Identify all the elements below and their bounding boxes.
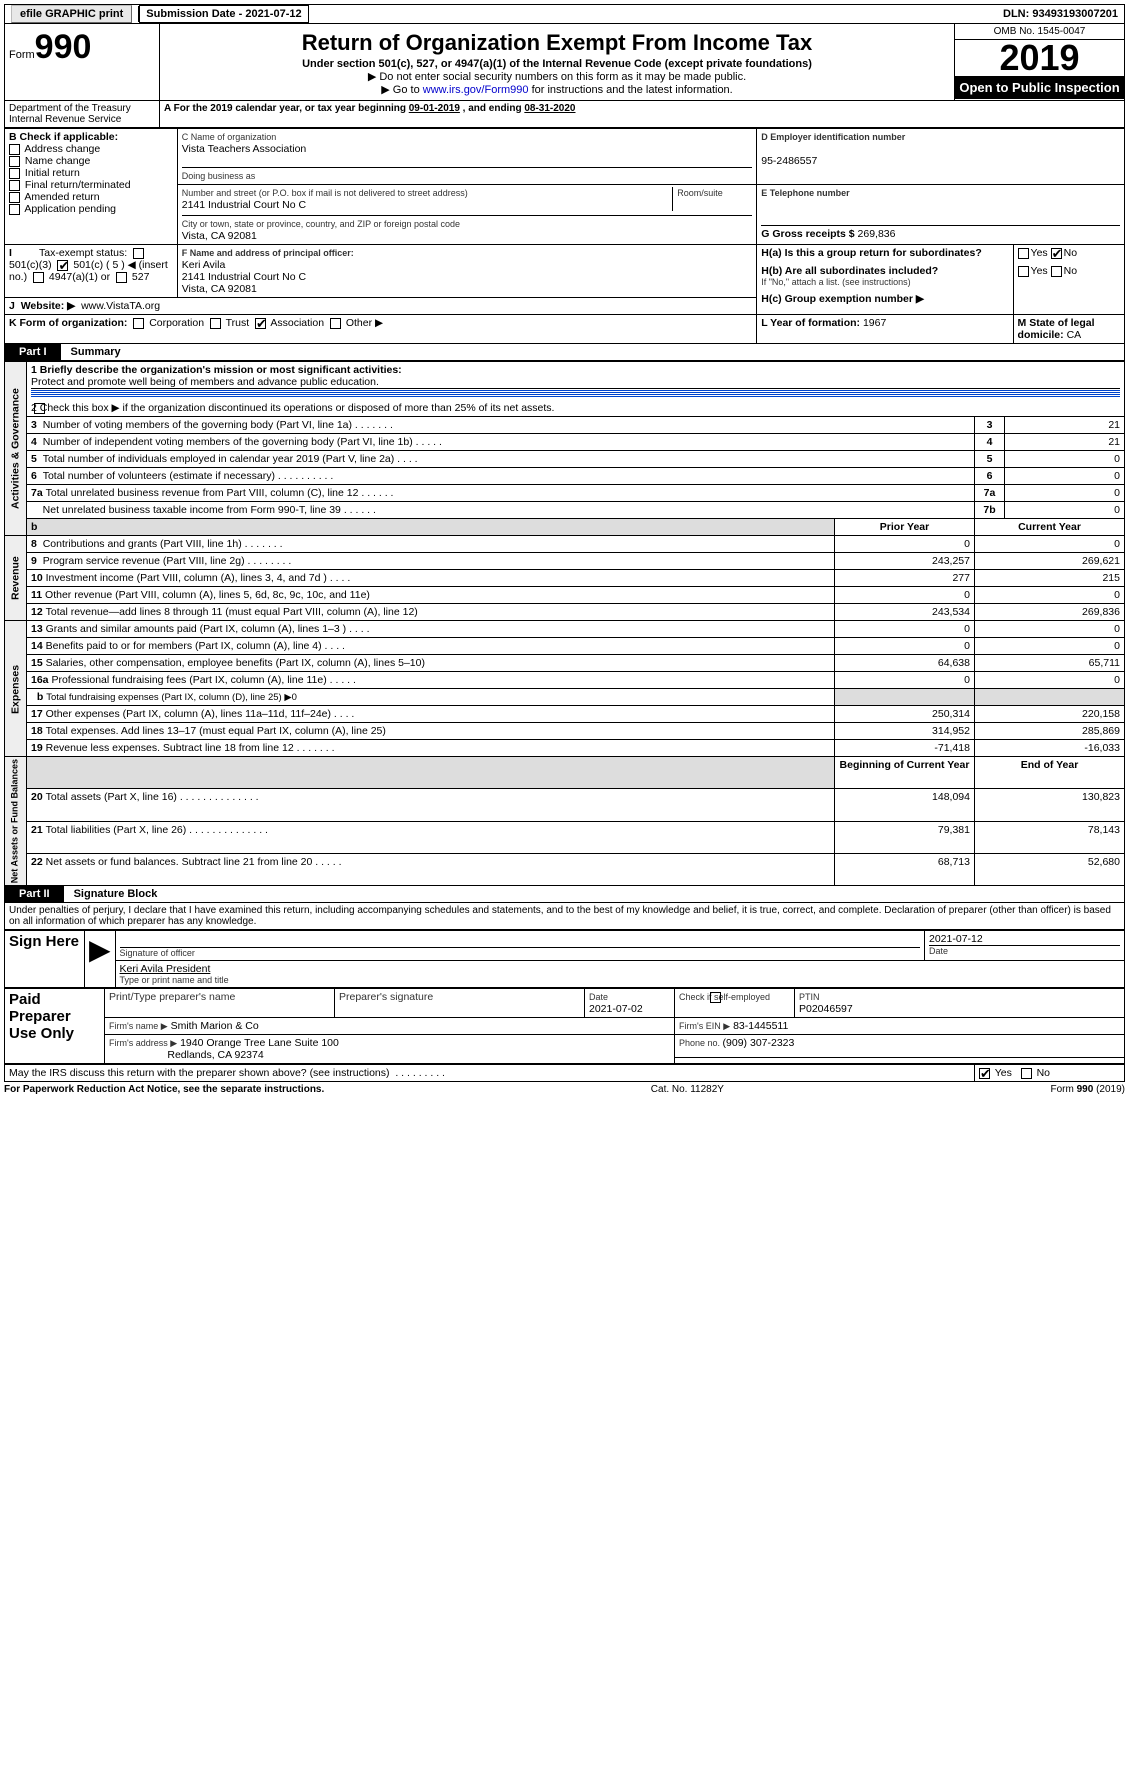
box-m: M State of legal domicile: CA: [1013, 315, 1124, 344]
check-initial-return[interactable]: [9, 168, 20, 179]
i-501c3[interactable]: [133, 248, 144, 259]
group-expenses: Expenses: [5, 621, 27, 757]
check-address-change[interactable]: [9, 144, 20, 155]
hint-link: ▶ Go to www.irs.gov/Form990 for instruct…: [166, 83, 948, 96]
check-amended[interactable]: [9, 192, 20, 203]
hint-ssn: ▶ Do not enter social security numbers o…: [166, 70, 948, 83]
preparer-table: Paid Preparer Use Only Print/Type prepar…: [4, 988, 1125, 1064]
hb-yes[interactable]: [1018, 266, 1029, 277]
tax-year: 2019: [955, 40, 1124, 76]
k-trust[interactable]: [210, 318, 221, 329]
hb-no[interactable]: [1051, 266, 1062, 277]
discuss-yes[interactable]: [979, 1068, 990, 1079]
i-527[interactable]: [116, 272, 127, 283]
right-column: OMB No. 1545-0047 2019 Open to Public In…: [954, 24, 1124, 100]
title-column: Return of Organization Exempt From Incom…: [160, 24, 954, 100]
efile-label: efile GRAPHIC print: [5, 6, 139, 22]
footer-cat: Cat. No. 11282Y: [651, 1084, 724, 1095]
part2-title: Signature Block: [64, 888, 158, 900]
row-6: 6 Total number of volunteers (estimate i…: [5, 468, 1125, 485]
row-7a: 7a Total unrelated business revenue from…: [5, 485, 1125, 502]
summary-table: Activities & Governance 1 Briefly descri…: [4, 361, 1125, 886]
discuss-no[interactable]: [1021, 1068, 1032, 1079]
dept-period-row: Department of the Treasury Internal Reve…: [4, 101, 1125, 128]
tax-period: A For the 2019 calendar year, or tax yea…: [160, 101, 1124, 127]
box-j: J Website: ▶ www.VistaTA.org: [5, 298, 757, 315]
q2-check[interactable]: [34, 403, 45, 414]
form-subtitle: Under section 501(c), 527, or 4947(a)(1)…: [166, 58, 948, 70]
discuss-row: May the IRS discuss this return with the…: [4, 1064, 1125, 1082]
ha-yes[interactable]: [1018, 248, 1029, 259]
footer-pra: For Paperwork Reduction Act Notice, see …: [4, 1084, 324, 1095]
part1-label: Part I: [5, 344, 61, 360]
check-final-return[interactable]: [9, 180, 20, 191]
box-d: D Employer identification number 95-2486…: [757, 129, 1125, 185]
page-footer: For Paperwork Reduction Act Notice, see …: [4, 1082, 1125, 1097]
box-h-yesno: Yes No Yes No: [1013, 245, 1124, 315]
box-l: L Year of formation: 1967: [757, 315, 1013, 344]
box-k: K Form of organization: Corporation Trus…: [5, 315, 757, 344]
check-app-pending[interactable]: [9, 204, 20, 215]
identity-grid: B Check if applicable: Address change Na…: [4, 128, 1125, 344]
part2-label: Part II: [5, 886, 64, 902]
q2: 2 Check this box ▶ if the organization d…: [27, 400, 1125, 417]
box-f: F Name and address of principal officer:…: [177, 245, 757, 298]
row-4: 4 Number of independent voting members o…: [5, 434, 1125, 451]
form-number-box: Form990: [5, 24, 160, 100]
box-c-address: Number and street (or P.O. box if mail i…: [177, 185, 757, 245]
group-governance: Activities & Governance: [5, 362, 27, 536]
part1-bar: Part I Summary: [4, 344, 1125, 361]
perjury-statement: Under penalties of perjury, I declare th…: [4, 903, 1125, 930]
box-c-name: C Name of organization Vista Teachers As…: [177, 129, 757, 185]
form-title: Return of Organization Exempt From Incom…: [166, 30, 948, 56]
dept-treasury: Department of the Treasury Internal Reve…: [5, 101, 160, 127]
box-i: ITax-exempt status: 501(c)(3) 501(c) ( 5…: [5, 245, 178, 298]
part2-bar: Part II Signature Block: [4, 886, 1125, 903]
ha-no[interactable]: [1051, 248, 1062, 259]
irs-link[interactable]: www.irs.gov/Form990: [423, 84, 529, 96]
sign-here: Sign Here: [5, 931, 85, 988]
box-h: H(a) Is this a group return for subordin…: [757, 245, 1013, 315]
footer-form: Form 990 (2019): [1051, 1084, 1125, 1095]
i-501c[interactable]: [57, 260, 68, 271]
row-header-prior: b Prior Year Current Year: [5, 519, 1125, 536]
row-3: 3 Number of voting members of the govern…: [5, 417, 1125, 434]
top-bar: efile GRAPHIC print Submission Date - 20…: [4, 4, 1125, 24]
group-net: Net Assets or Fund Balances: [5, 757, 27, 886]
row-7b: Net unrelated business taxable income fr…: [5, 502, 1125, 519]
check-name-change[interactable]: [9, 156, 20, 167]
q1: 1 Briefly describe the organization's mi…: [27, 362, 1125, 401]
box-e: E Telephone number G Gross receipts $ 26…: [757, 185, 1125, 245]
self-employed-check[interactable]: [710, 992, 721, 1003]
i-4947[interactable]: [33, 272, 44, 283]
box-b: B Check if applicable: Address change Na…: [5, 129, 178, 245]
paid-preparer: Paid Preparer Use Only: [5, 989, 105, 1064]
row-5: 5 Total number of individuals employed i…: [5, 451, 1125, 468]
dln: DLN: 93493193007201: [997, 6, 1124, 22]
form-header: Form990 Return of Organization Exempt Fr…: [4, 24, 1125, 101]
signature-table: Sign Here ▶ Signature of officer 2021-07…: [4, 930, 1125, 988]
sign-arrow-icon: ▶: [85, 931, 116, 988]
k-corp[interactable]: [133, 318, 144, 329]
group-revenue: Revenue: [5, 536, 27, 621]
k-assoc[interactable]: [255, 318, 266, 329]
part1-title: Summary: [61, 346, 121, 358]
k-other[interactable]: [330, 318, 341, 329]
open-to-public: Open to Public Inspection: [955, 76, 1124, 99]
submission-date: Submission Date - 2021-07-12: [139, 5, 308, 23]
